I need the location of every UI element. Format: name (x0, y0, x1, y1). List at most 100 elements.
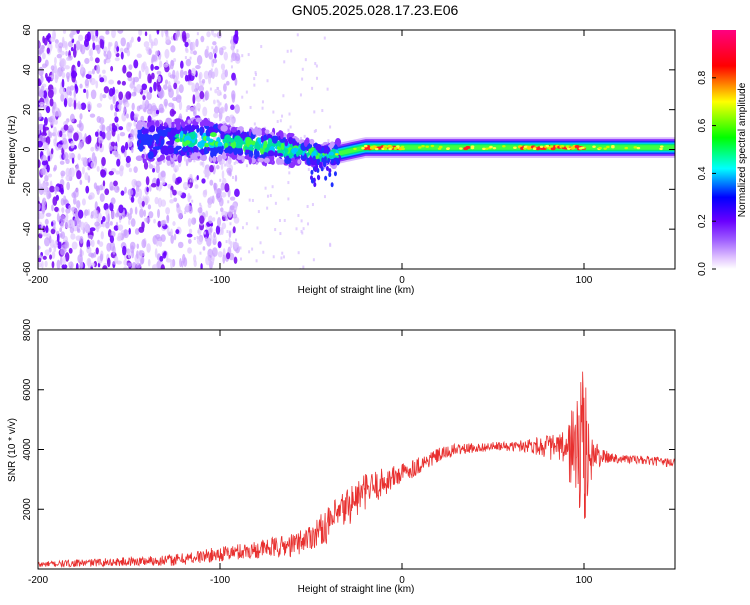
signal-blob (193, 145, 197, 152)
noise-blob (65, 174, 72, 182)
band-spark (430, 144, 435, 148)
noise-blob (213, 231, 216, 238)
band-spark (361, 146, 365, 150)
noise-blob (178, 84, 184, 94)
noise-blob (209, 226, 213, 233)
signal-blob (203, 142, 210, 148)
noise-blob (204, 90, 210, 101)
noise-blob (169, 108, 175, 117)
signal-blob (264, 129, 270, 134)
noise-blob (62, 137, 68, 145)
band-spark (459, 147, 463, 150)
signal-blob (155, 120, 160, 128)
noise-blob (123, 229, 130, 239)
noise-blob (79, 83, 83, 89)
noise-dot (323, 36, 326, 40)
noise-blob (124, 101, 130, 108)
noise-blob (50, 148, 54, 155)
signal-blob (233, 127, 237, 133)
signal-blob (147, 134, 154, 144)
noise-blob (207, 202, 212, 209)
noise-dot (306, 204, 309, 208)
noise-blob (85, 185, 90, 194)
noise-blob (42, 135, 46, 143)
noise-blob (127, 250, 131, 259)
noise-blob (213, 112, 219, 119)
noise-blob (128, 167, 133, 173)
noise-dot (210, 196, 213, 200)
noise-dot (266, 194, 269, 198)
noise-blob (45, 225, 49, 234)
noise-dot (241, 226, 244, 230)
noise-blob (102, 180, 106, 187)
noise-blob (94, 221, 100, 227)
signal-blob (256, 128, 262, 137)
signal-blob (289, 161, 296, 169)
noise-blob (49, 254, 53, 260)
signal-tail-blob (310, 159, 314, 165)
noise-blob (109, 235, 115, 243)
noise-blob (123, 259, 128, 266)
noise-blob (114, 89, 119, 94)
noise-blob (157, 75, 161, 83)
snr-ytick-label: 4000 (22, 438, 33, 461)
noise-dot (256, 226, 259, 230)
noise-blob (65, 120, 69, 125)
noise-blob (52, 222, 56, 230)
noise-blob (234, 77, 238, 86)
noise-blob (63, 195, 66, 200)
signal-tail-blob (333, 171, 337, 177)
noise-dot (197, 108, 200, 112)
signal-tail-blob (313, 182, 317, 188)
signal-blob (315, 155, 320, 160)
noise-dot (196, 236, 199, 240)
figure-title: GN05.2025.028.17.23.E06 (292, 2, 459, 18)
noise-blob (150, 182, 157, 188)
noise-blob (207, 215, 213, 224)
noise-blob (85, 73, 92, 79)
spectrogram-ytick-label: -40 (22, 222, 33, 237)
noise-dot (201, 162, 204, 166)
signal-blob (277, 158, 285, 165)
noise-dot (188, 81, 191, 85)
noise-dot (255, 259, 258, 263)
signal-blob (177, 155, 182, 164)
colorbar-label: Normalized spectral amplitude (737, 82, 748, 217)
noise-blob (62, 255, 66, 266)
noise-blob (118, 126, 124, 131)
noise-blob (77, 60, 81, 68)
noise-blob (163, 84, 168, 90)
noise-dot (283, 60, 286, 64)
noise-blob (78, 122, 84, 132)
noise-blob (217, 241, 222, 249)
noise-blob (60, 66, 65, 72)
signal-blob (329, 141, 335, 147)
signal-blob (244, 155, 250, 160)
noise-blob (68, 127, 75, 132)
noise-blob (66, 56, 71, 61)
signal-tail-blob (328, 172, 332, 178)
noise-blob (141, 221, 145, 230)
noise-dot (189, 179, 192, 183)
signal-blob (309, 138, 315, 145)
noise-dot (327, 139, 330, 143)
noise-dot (241, 95, 244, 99)
noise-blob (177, 209, 183, 220)
noise-dot (245, 164, 248, 168)
noise-dot (311, 86, 314, 90)
noise-dot (234, 246, 237, 250)
noise-blob (211, 247, 218, 257)
signal-blob (279, 139, 285, 143)
noise-dot (193, 237, 196, 241)
noise-blob (67, 97, 73, 105)
signal-blob (273, 150, 278, 158)
noise-blob (70, 140, 75, 149)
noise-blob (122, 64, 127, 74)
signal-blob (217, 141, 223, 147)
noise-dot (314, 62, 317, 66)
noise-blob (111, 30, 116, 39)
noise-blob (209, 179, 214, 186)
noise-blob (175, 70, 180, 81)
band-spark (381, 147, 385, 151)
